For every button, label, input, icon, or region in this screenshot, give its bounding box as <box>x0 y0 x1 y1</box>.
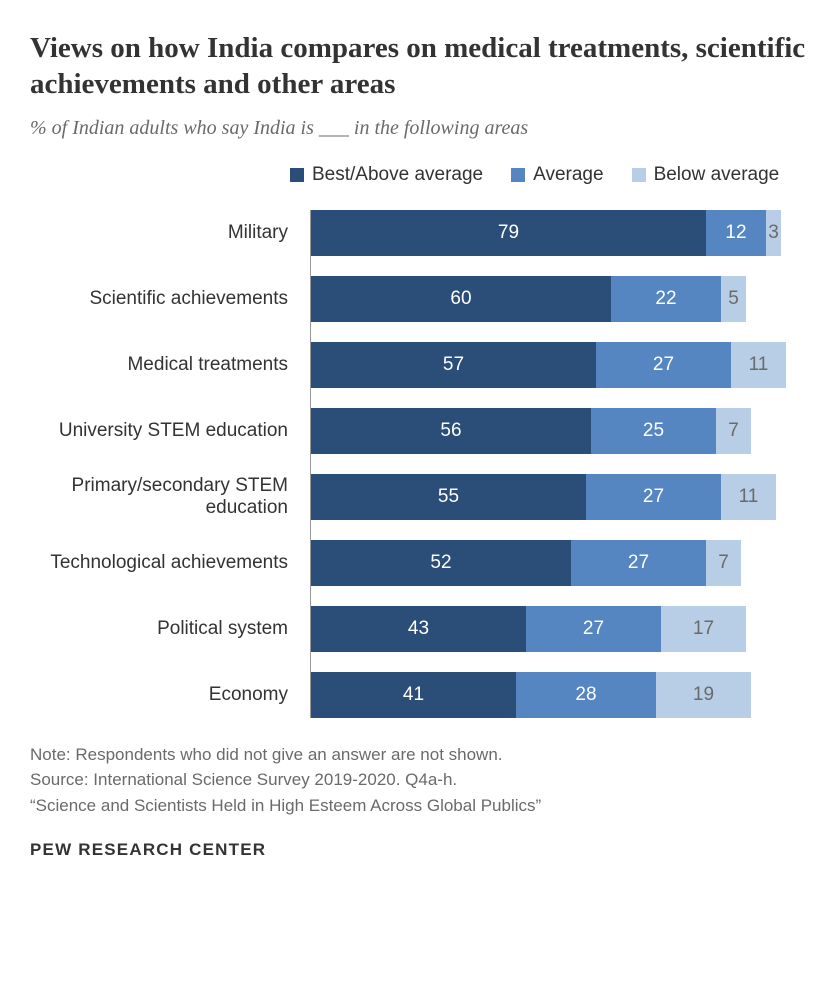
bar-segment: 27 <box>526 606 661 652</box>
bar-segment: 7 <box>706 540 741 586</box>
chart-row: Medical treatments 572711 <box>30 342 810 388</box>
legend-item: Best/Above average <box>290 164 483 186</box>
legend-swatch <box>632 168 646 182</box>
axis-line <box>310 210 311 718</box>
note-line: “Science and Scientists Held in High Est… <box>30 793 810 819</box>
row-label: University STEM education <box>30 420 300 442</box>
chart-title: Views on how India compares on medical t… <box>30 30 810 103</box>
bar-segment: 60 <box>311 276 611 322</box>
bar-wrap: 56257 <box>311 408 751 454</box>
chart-row: Military 79123 <box>30 210 810 256</box>
row-label: Scientific achievements <box>30 288 300 310</box>
chart-row: University STEM education 56257 <box>30 408 810 454</box>
row-label: Economy <box>30 684 300 706</box>
note-line: Note: Respondents who did not give an an… <box>30 742 810 768</box>
legend-item: Average <box>511 164 603 186</box>
legend-label: Best/Above average <box>312 164 483 186</box>
bar-segment: 12 <box>706 210 766 256</box>
row-label: Medical treatments <box>30 354 300 376</box>
bar-segment: 55 <box>311 474 586 520</box>
bar-segment: 57 <box>311 342 596 388</box>
bar-segment: 43 <box>311 606 526 652</box>
legend-label: Average <box>533 164 603 186</box>
bar-segment: 52 <box>311 540 571 586</box>
bar-segment: 25 <box>591 408 716 454</box>
chart-row: Economy 412819 <box>30 672 810 718</box>
bar-segment: 11 <box>731 342 786 388</box>
note-line: Source: International Science Survey 201… <box>30 767 810 793</box>
row-label: Primary/secondary STEM education <box>30 475 300 519</box>
chart-row: Technological achievements 52277 <box>30 540 810 586</box>
bar-wrap: 432717 <box>311 606 746 652</box>
bar-chart: Military 79123 Scientific achievements 6022… <box>30 210 810 718</box>
row-label: Technological achievements <box>30 552 300 574</box>
bar-segment: 56 <box>311 408 591 454</box>
bar-segment: 79 <box>311 210 706 256</box>
bar-segment: 27 <box>596 342 731 388</box>
row-label: Military <box>30 222 300 244</box>
bar-wrap: 79123 <box>311 210 781 256</box>
chart-row: Political system 432717 <box>30 606 810 652</box>
bar-segment: 28 <box>516 672 656 718</box>
legend-item: Below average <box>632 164 780 186</box>
chart-row: Primary/secondary STEM education552711 <box>30 474 810 520</box>
bar-segment: 3 <box>766 210 781 256</box>
chart-row: Scientific achievements 60225 <box>30 276 810 322</box>
bar-segment: 27 <box>586 474 721 520</box>
bar-segment: 41 <box>311 672 516 718</box>
bar-wrap: 552711 <box>311 474 776 520</box>
bar-segment: 17 <box>661 606 746 652</box>
bar-segment: 5 <box>721 276 746 322</box>
bar-wrap: 572711 <box>311 342 786 388</box>
footer-attribution: PEW RESEARCH CENTER <box>30 840 810 860</box>
bar-segment: 22 <box>611 276 721 322</box>
chart-notes: Note: Respondents who did not give an an… <box>30 742 810 819</box>
legend-swatch <box>290 168 304 182</box>
legend-label: Below average <box>654 164 780 186</box>
bar-segment: 19 <box>656 672 751 718</box>
chart-subtitle: % of Indian adults who say India is ___ … <box>30 117 810 140</box>
bar-segment: 27 <box>571 540 706 586</box>
row-label: Political system <box>30 618 300 640</box>
legend-swatch <box>511 168 525 182</box>
bar-segment: 11 <box>721 474 776 520</box>
bar-segment: 7 <box>716 408 751 454</box>
legend: Best/Above average Average Below average <box>290 164 810 186</box>
bar-wrap: 52277 <box>311 540 741 586</box>
bar-wrap: 412819 <box>311 672 751 718</box>
bar-wrap: 60225 <box>311 276 746 322</box>
